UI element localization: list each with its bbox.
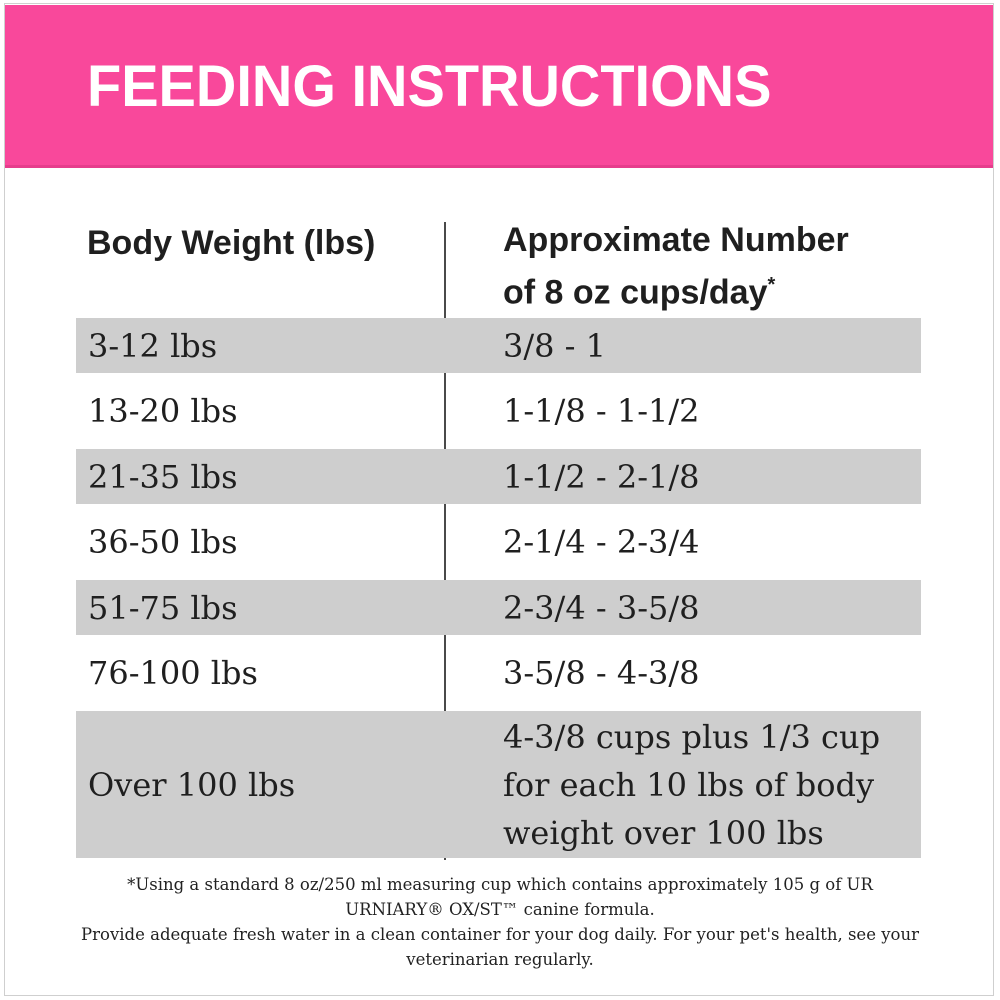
- footnote-line2: Provide adequate fresh water in a clean …: [81, 925, 919, 969]
- column-header-cups-line1: Approximate Number: [503, 221, 849, 259]
- table-row: 36-50 lbs 2-1/4 - 2-3/4: [76, 504, 921, 580]
- column-header-body-weight: Body Weight (lbs): [87, 224, 376, 262]
- table-rows: 3-12 lbs 3/8 - 1 13-20 lbs 1-1/8 - 1-1/2…: [76, 318, 921, 858]
- column-header-cups-line2: of 8 oz cups/day: [503, 273, 768, 312]
- cups-per-day-cell: 1-1/2 - 2-1/8: [503, 457, 700, 496]
- table-row: 21-35 lbs 1-1/2 - 2-1/8: [76, 449, 921, 504]
- column-divider-line: [444, 222, 446, 860]
- footnote: *Using a standard 8 oz/250 ml measuring …: [80, 872, 920, 972]
- cups-per-day-cell: 1-1/8 - 1-1/2: [503, 392, 700, 430]
- table-row: 13-20 lbs 1-1/8 - 1-1/2: [76, 373, 921, 449]
- table-row: Over 100 lbs 4-3/8 cups plus 1/3 cup for…: [76, 711, 921, 858]
- table-row: 3-12 lbs 3/8 - 1: [76, 318, 921, 373]
- body-weight-cell: 51-75 lbs: [88, 588, 238, 627]
- cups-per-day-cell: 3-5/8 - 4-3/8: [503, 654, 700, 692]
- body-weight-cell: 3-12 lbs: [88, 326, 218, 365]
- cups-per-day-cell: 4-3/8 cups plus 1/3 cup for each 10 lbs …: [503, 717, 881, 852]
- body-weight-cell: 76-100 lbs: [88, 654, 258, 692]
- page-title: FEEDING INSTRUCTIONS: [87, 51, 772, 119]
- body-weight-cell: 36-50 lbs: [88, 523, 238, 561]
- table-row: 76-100 lbs 3-5/8 - 4-3/8: [76, 635, 921, 711]
- body-weight-cell: 13-20 lbs: [88, 392, 238, 430]
- body-weight-cell: Over 100 lbs: [88, 765, 296, 804]
- title-banner: FEEDING INSTRUCTIONS: [5, 5, 993, 168]
- column-header-cups-per-day: Approximate Number of 8 oz cups/day*: [503, 218, 849, 315]
- cups-per-day-cell: 2-3/4 - 3-5/8: [503, 588, 700, 627]
- footnote-line1: *Using a standard 8 oz/250 ml measuring …: [127, 875, 873, 919]
- body-weight-cell: 21-35 lbs: [88, 457, 238, 496]
- cups-per-day-cell: 3/8 - 1: [503, 326, 607, 365]
- footnote-asterisk: *: [767, 274, 776, 296]
- table-row: 51-75 lbs 2-3/4 - 3-5/8: [76, 580, 921, 635]
- cups-per-day-cell: 2-1/4 - 2-3/4: [503, 523, 700, 561]
